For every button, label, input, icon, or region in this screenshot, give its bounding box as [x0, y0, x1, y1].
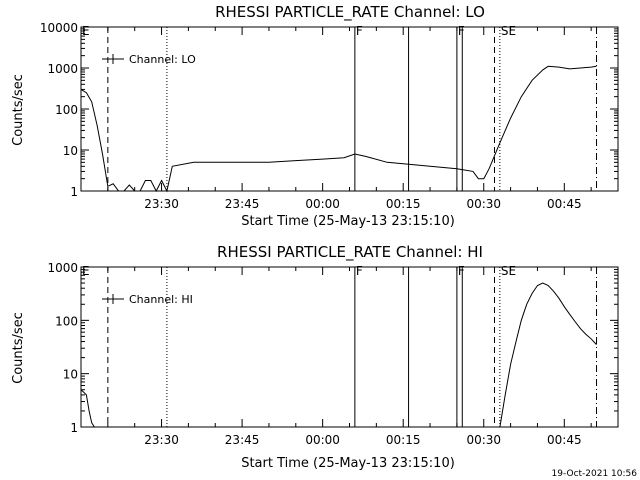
series-line-lo — [80, 65, 597, 193]
x-tick-label-hi: 00:00 — [305, 433, 340, 447]
legend-label-lo: Channel: LO — [129, 53, 196, 66]
event-marker-label-hi: SE — [501, 264, 516, 278]
x-tick-label-lo: 23:30 — [144, 197, 179, 211]
event-marker-label-hi: E — [82, 264, 90, 278]
event-markers-lo: E F F SE — [80, 24, 598, 191]
y-tick-label-lo: 10 — [63, 144, 78, 158]
y-tick-label-hi: 1000 — [47, 261, 78, 275]
y-tick-label-hi: 100 — [55, 314, 78, 328]
x-tick-label-hi: 23:30 — [144, 433, 179, 447]
x-tick-label-hi: 00:30 — [466, 433, 501, 447]
event-marker-label-lo: F — [458, 24, 465, 38]
x-axis-label-lo: Start Time (25-May-13 23:15:10) — [241, 214, 455, 229]
event-marker-label-lo: F — [356, 24, 363, 38]
event-marker-label-lo: E — [82, 24, 90, 38]
event-marker-label-hi: F — [356, 264, 363, 278]
chart-title-lo: RHESSI PARTICLE_RATE Channel: LO — [215, 3, 485, 22]
x-tick-label-hi: 23:45 — [225, 433, 260, 447]
y-tick-label-lo: 10000 — [40, 21, 78, 35]
y-tick-label-lo: 1000 — [47, 62, 78, 76]
x-axis-hi: 23:30 23:45 00:00 00:15 00:30 00:45 — [80, 267, 619, 447]
event-marker-label-hi: F — [458, 264, 465, 278]
x-tick-label-lo: 00:00 — [305, 197, 340, 211]
y-axis-lo: 1 10 100 1000 10000 — [40, 21, 618, 199]
x-axis-lo: 23:30 23:45 00:00 00:15 00:30 00:45 — [80, 27, 619, 211]
footer-timestamp: 19-Oct-2021 10:56 — [552, 469, 638, 479]
event-markers-hi: E F F SE — [80, 264, 598, 427]
panel-lo: RHESSI PARTICLE_RATE Channel: LO E F F SE 1… — [11, 3, 619, 229]
legend-hi: Channel: HI — [102, 293, 193, 306]
y-axis-hi: 1 10 100 1000 — [47, 261, 618, 435]
x-tick-label-lo: 00:15 — [386, 197, 421, 211]
y-tick-label-lo: 100 — [55, 103, 78, 117]
y-tick-label-hi: 10 — [63, 368, 78, 382]
legend-lo: Channel: LO — [102, 53, 196, 66]
panel-hi: RHESSI PARTICLE_RATE Channel: HI E F F SE 1… — [11, 243, 619, 471]
y-tick-label-lo: 1 — [70, 185, 78, 199]
plot-frame-lo — [80, 26, 619, 192]
series-line-hi — [80, 282, 597, 428]
chart-title-hi: RHESSI PARTICLE_RATE Channel: HI — [217, 243, 483, 262]
legend-label-hi: Channel: HI — [129, 293, 193, 306]
x-tick-label-lo: 00:30 — [466, 197, 501, 211]
y-axis-label-hi: Counts/sec — [11, 312, 26, 384]
y-tick-label-hi: 1 — [70, 421, 78, 435]
x-axis-label-hi: Start Time (25-May-13 23:15:10) — [241, 456, 455, 471]
plot-frame-hi — [80, 266, 619, 428]
event-marker-label-lo: SE — [501, 24, 516, 38]
x-tick-label-hi: 00:45 — [547, 433, 582, 447]
x-tick-label-hi: 00:15 — [386, 433, 421, 447]
x-tick-label-lo: 23:45 — [225, 197, 260, 211]
y-axis-label-lo: Counts/sec — [11, 74, 26, 146]
x-tick-label-lo: 00:45 — [547, 197, 582, 211]
